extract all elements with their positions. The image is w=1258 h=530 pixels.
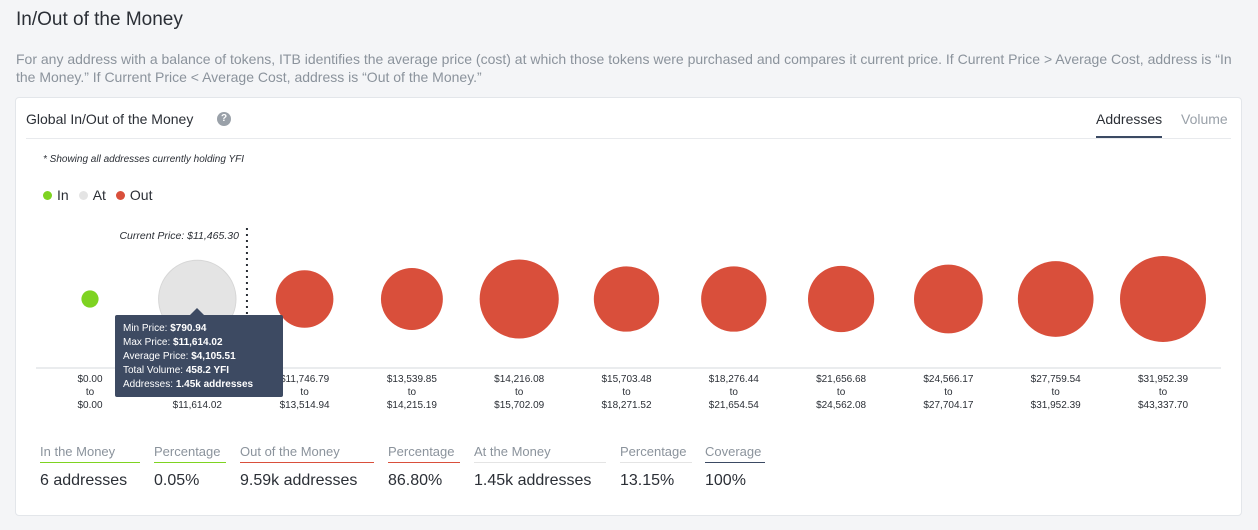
- stat-coverage: Coverage 100%: [705, 444, 765, 490]
- card-title: Global In/Out of the Money: [26, 111, 194, 127]
- stat-label: Percentage: [620, 444, 692, 463]
- tick-label: $14,216.08: [494, 374, 544, 385]
- legend-label-at: At: [92, 187, 106, 203]
- legend-item-at[interactable]: At: [78, 187, 106, 203]
- tick-connector: to: [837, 387, 846, 398]
- tick-label: $13,539.85: [387, 374, 437, 385]
- chart-card: Global In/Out of the Money ? Addresses V…: [15, 97, 1242, 516]
- stat-value: 6 addresses: [40, 472, 128, 489]
- tick-label: $24,566.17: [923, 374, 973, 385]
- page-title: In/Out of the Money: [16, 9, 183, 30]
- tab-addresses[interactable]: Addresses: [1096, 111, 1163, 138]
- bubble-out[interactable]: [807, 265, 875, 333]
- tooltip-row-volume: Total Volume: 458.2 YFI: [123, 364, 283, 378]
- tooltip-key: Total Volume:: [123, 365, 184, 376]
- tooltip-row-addresses: Addresses: 1.45k addresses: [123, 378, 283, 392]
- bin-tooltip: Min Price: $790.94 Max Price: $11,614.02…: [115, 315, 283, 397]
- tooltip-row-avg: Average Price: $4,105.51: [123, 350, 283, 364]
- chart-legend: In At Out: [43, 187, 153, 203]
- tab-volume[interactable]: Volume: [1181, 111, 1228, 127]
- tooltip-key: Max Price:: [123, 337, 171, 348]
- tick-label: $11,614.02: [173, 400, 223, 411]
- stat-value: 100%: [705, 472, 746, 489]
- tick-label: $24,562.08: [816, 400, 866, 411]
- question-circle-icon[interactable]: ?: [217, 112, 231, 126]
- stat-in-the-money: In the Money 6 addresses: [40, 444, 140, 490]
- bubble-out[interactable]: [914, 264, 983, 334]
- tick-label: $15,703.48: [601, 374, 651, 385]
- tooltip-row-min: Min Price: $790.94: [123, 322, 283, 336]
- tick-label: $27,704.17: [923, 400, 973, 411]
- stat-label: Coverage: [705, 444, 765, 463]
- page-description: For any address with a balance of tokens…: [16, 51, 1232, 85]
- tick-connector: to: [1052, 387, 1061, 398]
- bubble-out[interactable]: [275, 270, 334, 328]
- stat-in-percentage: Percentage 0.05%: [154, 444, 226, 490]
- tick-label: $21,656.68: [816, 374, 866, 385]
- legend-item-in[interactable]: In: [43, 187, 69, 203]
- tick-connector: to: [622, 387, 631, 398]
- tick-label: $27,759.54: [1031, 374, 1081, 385]
- stat-value: 13.15%: [620, 472, 675, 489]
- bubble-out[interactable]: [701, 266, 767, 332]
- legend-dot-out: [115, 190, 125, 200]
- tooltip-value: 458.2 YFI: [185, 365, 230, 376]
- tooltip-value: 1.45k addresses: [175, 379, 254, 390]
- tick-connector: to: [300, 387, 309, 398]
- tick-connector: to: [1159, 387, 1168, 398]
- tick-label: $15,702.09: [494, 400, 544, 411]
- bubble-out[interactable]: [1017, 261, 1094, 337]
- legend-dot-at: [78, 190, 88, 200]
- tick-label: $18,276.44: [709, 374, 759, 385]
- stat-label: Out of the Money: [240, 444, 374, 463]
- stat-at-percentage: Percentage 13.15%: [620, 444, 692, 490]
- tooltip-value: $790.94: [170, 323, 207, 334]
- tick-connector: to: [86, 387, 95, 398]
- stat-label: In the Money: [40, 444, 140, 463]
- tick-label: $0.00: [77, 400, 102, 411]
- tick-connector: to: [408, 387, 417, 398]
- tick-connector: to: [944, 387, 953, 398]
- bubble-out[interactable]: [479, 259, 559, 339]
- tooltip-key: Min Price:: [123, 323, 168, 334]
- stat-out-percentage: Percentage 86.80%: [388, 444, 460, 490]
- legend-dot-in: [43, 190, 52, 200]
- tick-label: $11,746.79: [280, 374, 330, 385]
- legend-item-out[interactable]: Out: [115, 187, 153, 203]
- tick-label: $21,654.54: [709, 400, 759, 411]
- tooltip-value: $11,614.02: [173, 337, 223, 348]
- tick-label: $0.00: [77, 374, 102, 385]
- tooltip-arrow: [190, 308, 204, 315]
- tooltip-value: $4,105.51: [191, 351, 236, 362]
- tooltip-row-max: Max Price: $11,614.02: [123, 336, 283, 350]
- stat-value: 9.59k addresses: [240, 472, 358, 489]
- bubble-out[interactable]: [1120, 256, 1206, 342]
- stat-label: Percentage: [388, 444, 460, 463]
- tick-label: $43,337.70: [1138, 400, 1188, 411]
- bubble-out[interactable]: [593, 266, 660, 332]
- stat-out-of-the-money: Out of the Money 9.59k addresses: [240, 444, 374, 490]
- tick-label: $18,271.52: [601, 400, 651, 411]
- tick-connector: to: [515, 387, 524, 398]
- header-divider: [26, 138, 1231, 139]
- stat-at-the-money: At the Money 1.45k addresses: [474, 444, 606, 490]
- legend-label-in: In: [57, 187, 69, 203]
- stat-value: 86.80%: [388, 472, 443, 489]
- bubble-out[interactable]: [380, 268, 443, 330]
- tooltip-key: Addresses:: [123, 379, 174, 390]
- current-price-label: Current Price: $11,465.30: [119, 230, 239, 242]
- tick-label: $14,215.19: [387, 400, 437, 411]
- tooltip-key: Average Price:: [123, 351, 189, 362]
- stat-label: Percentage: [154, 444, 226, 463]
- stat-value: 0.05%: [154, 472, 200, 489]
- stat-label: At the Money: [474, 444, 606, 463]
- bubble-in[interactable]: [81, 290, 99, 308]
- tick-label: $31,952.39: [1031, 400, 1081, 411]
- legend-label-out: Out: [129, 187, 153, 203]
- chart-footnote: * Showing all addresses currently holdin…: [43, 154, 245, 165]
- tick-label: $31,952.39: [1138, 374, 1188, 385]
- tick-connector: to: [730, 387, 739, 398]
- stat-value: 1.45k addresses: [474, 472, 592, 489]
- tick-label: $13,514.94: [280, 400, 330, 411]
